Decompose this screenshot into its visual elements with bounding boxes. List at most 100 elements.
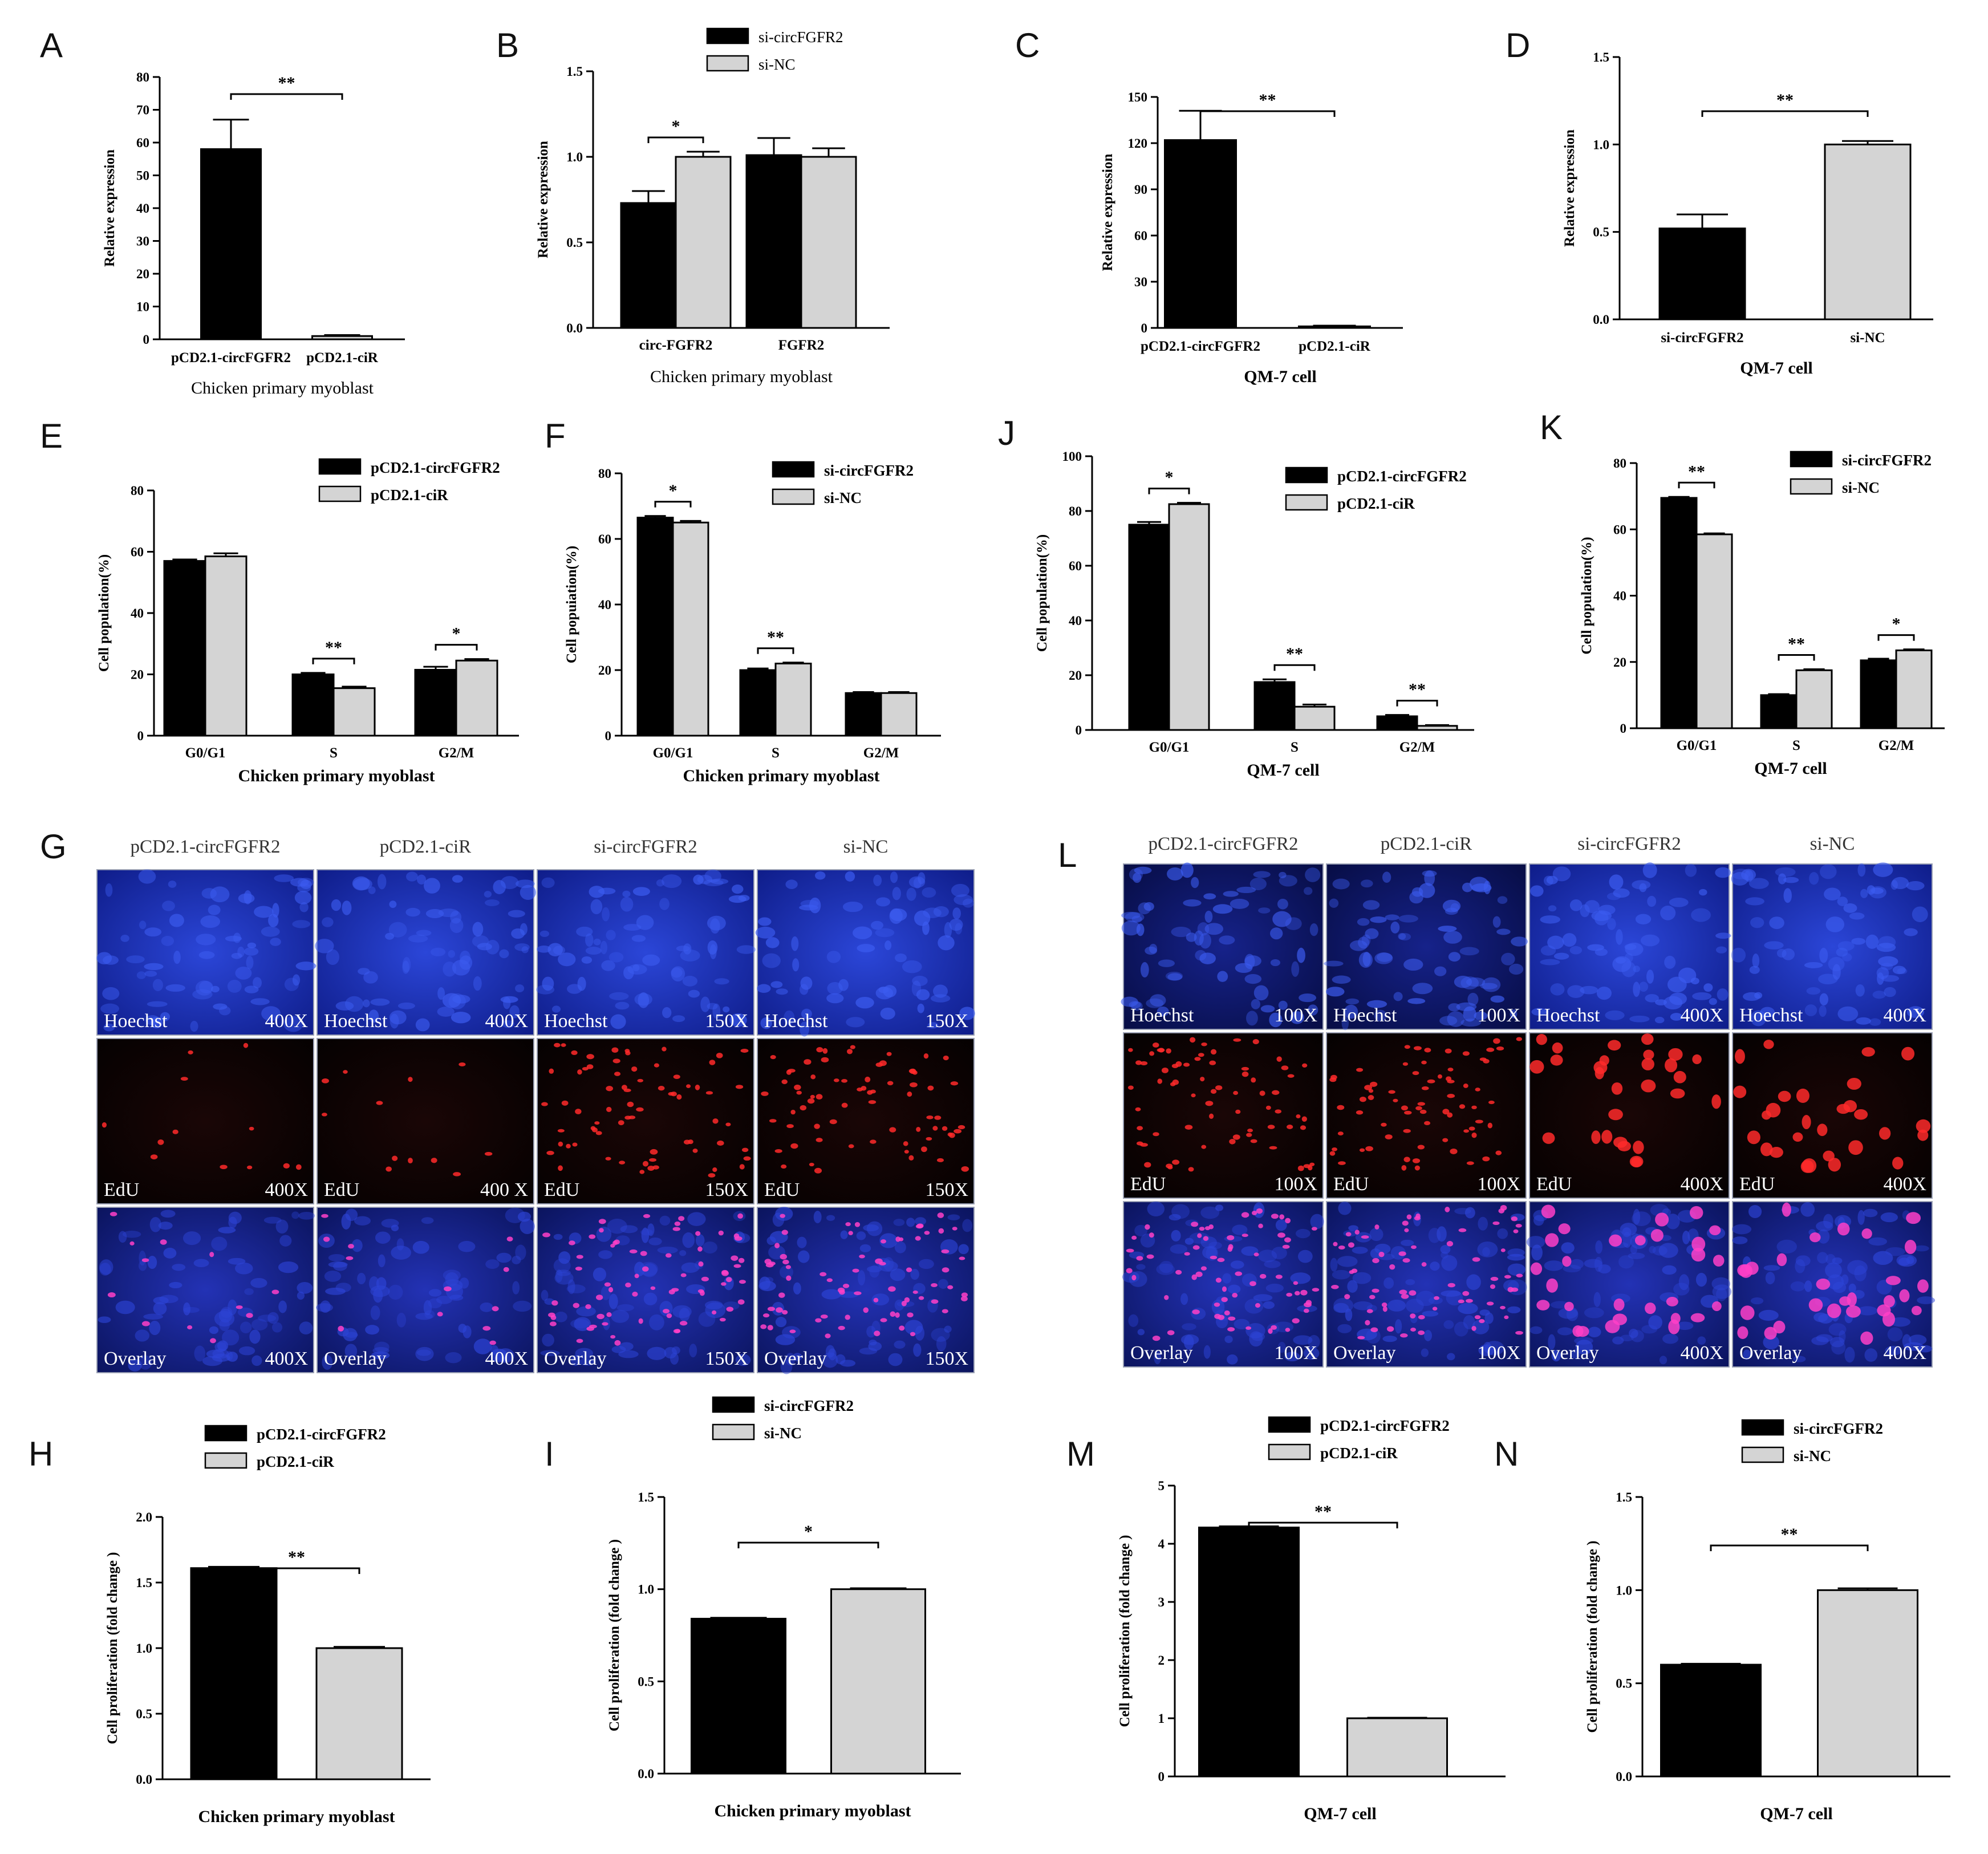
bar (414, 668, 457, 737)
microscopy-image: EdU 150X (537, 1038, 754, 1204)
nucleus-blob (1332, 975, 1351, 984)
edu-dot (816, 1094, 823, 1100)
bar (1795, 669, 1833, 729)
edu-dot (1507, 1287, 1514, 1292)
nucleus-blob (194, 1345, 206, 1362)
nucleus-blob (1222, 1273, 1232, 1284)
edu-dot (865, 1076, 871, 1082)
edu-dot (549, 1321, 557, 1326)
edu-dot (908, 1155, 914, 1161)
edu-dot (1217, 1257, 1225, 1262)
edu-dot (621, 1085, 627, 1090)
edu-dot (926, 1137, 932, 1141)
nucleus-blob (1326, 987, 1345, 997)
bar (1164, 139, 1237, 329)
nucleus-blob (295, 962, 317, 971)
edu-dot (1311, 1227, 1317, 1231)
nucleus-blob (1197, 922, 1210, 936)
edu-dot (1916, 1119, 1931, 1133)
nucleus-blob (291, 1211, 299, 1219)
nucleus-blob (1649, 1246, 1656, 1253)
nucleus-blob (826, 1215, 835, 1221)
edu-dot (1904, 1239, 1917, 1254)
nucleus-blob (251, 1319, 268, 1331)
edu-dot (1201, 1042, 1207, 1046)
nucleus-blob (396, 1312, 407, 1328)
nucleus-blob (1917, 1296, 1936, 1304)
nucleus-blob (1690, 977, 1699, 984)
edu-dot (558, 1141, 563, 1147)
edu-dot (614, 1239, 620, 1245)
nucleus-blob (1793, 1356, 1806, 1362)
nucleus-blob (1308, 1334, 1320, 1349)
nucleus-blob (606, 930, 616, 940)
edu-dot (663, 1309, 670, 1314)
edu-dot (492, 1306, 499, 1312)
nucleus-blob (930, 994, 951, 1003)
edu-dot (1442, 1138, 1449, 1142)
edu-dot (950, 1081, 959, 1086)
bar (691, 1617, 786, 1775)
nucleus-blob (826, 993, 844, 1004)
nucleus-blob (1748, 1205, 1762, 1219)
nucleus-blob (246, 956, 254, 969)
edu-dot (1423, 1121, 1431, 1126)
y-tick-label: 1.0 (638, 1583, 654, 1597)
edu-dot (1372, 1257, 1380, 1263)
edu-dot (1365, 1146, 1373, 1151)
nucleus-blob (443, 1269, 461, 1281)
nucleus-blob (149, 1320, 161, 1336)
edu-dot (566, 1143, 571, 1149)
y-axis-label: Cell proliferation (fold change ) (1585, 1541, 1600, 1733)
edu-dot (937, 1212, 944, 1218)
bar (190, 1567, 278, 1780)
edu-dot (1218, 1315, 1225, 1320)
edu-dot (1400, 1333, 1408, 1338)
nucleus-blob (1863, 1208, 1878, 1218)
nucleus-blob (1390, 1246, 1406, 1260)
nucleus-blob (1291, 961, 1300, 977)
nucleus-blob (1398, 933, 1411, 941)
edu-dot (1171, 1064, 1179, 1068)
nucleus-blob (1434, 966, 1447, 976)
edu-dot (1333, 1242, 1338, 1247)
nucleus-blob (1885, 1247, 1905, 1256)
edu-dot (1418, 1315, 1425, 1320)
legend-label: si-circFGFR2 (1842, 452, 1932, 469)
edu-dot (1495, 1150, 1502, 1155)
nucleus-blob (449, 918, 464, 934)
edu-dot (1536, 1300, 1550, 1311)
edu-dot (1792, 1132, 1803, 1142)
microscopy-image: Overlay 100X (1122, 1201, 1324, 1368)
nucleus-blob (1249, 878, 1267, 891)
nucleus-blob (1620, 1334, 1634, 1341)
nucleus-blob (213, 1003, 228, 1010)
nucleus-blob (211, 1236, 228, 1251)
nucleus-blob (551, 1005, 561, 1013)
nucleus-blob (477, 943, 492, 951)
nucleus-blob (1562, 933, 1577, 947)
nucleus-blob (1843, 903, 1857, 913)
nucleus-blob (1629, 1015, 1650, 1023)
edu-dot (1404, 1228, 1409, 1232)
nucleus-blob (1478, 1344, 1495, 1356)
edu-dot (850, 1045, 855, 1049)
nucleus-blob (1293, 1335, 1313, 1345)
nucleus-blob (541, 1289, 549, 1301)
nucleus-blob (389, 900, 397, 908)
microscopy-image: Hoechst 400X (315, 869, 537, 1036)
edu-dot (1191, 1093, 1196, 1098)
nucleus-blob (1717, 988, 1729, 1001)
microscopy-image: EdU 400X (1529, 1032, 1730, 1199)
nucleus-blob (1236, 886, 1256, 894)
significance-bracket (1877, 634, 1915, 641)
edu-dot (1135, 1107, 1141, 1111)
edu-dot (594, 1121, 600, 1125)
nucleus-blob (1750, 1297, 1764, 1305)
nucleus-blob (1448, 952, 1461, 962)
edu-dot (1241, 1066, 1249, 1071)
bar (745, 154, 802, 329)
nucleus-blob (1884, 987, 1896, 997)
magnification-label: 400X (265, 1348, 308, 1369)
nucleus-blob (1872, 991, 1886, 999)
